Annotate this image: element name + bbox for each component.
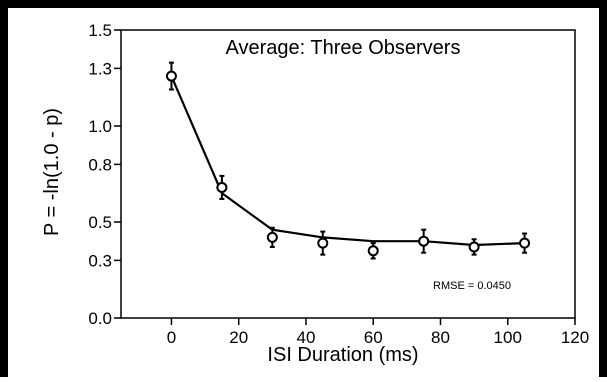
y-tick-label: 0.3	[88, 251, 112, 270]
x-axis-label: ISI Duration (ms)	[267, 344, 418, 366]
x-tick-label: 0	[167, 328, 176, 347]
frame-top	[0, 0, 607, 8]
x-tick-label: 60	[364, 328, 383, 347]
data-point	[216, 181, 228, 193]
y-tick-label: 0.5	[88, 213, 112, 232]
data-point	[317, 237, 329, 249]
y-tick-label: 0.8	[88, 155, 112, 174]
data-point	[367, 245, 379, 257]
data-point	[266, 231, 278, 243]
x-tick-label: 80	[431, 328, 450, 347]
y-tick-label: 1.3	[88, 59, 112, 78]
y-axis-label: P = -ln(1.0 - p)	[41, 108, 63, 236]
y-tick-label: 1.0	[88, 117, 112, 136]
x-tick-label: 20	[229, 328, 248, 347]
frame-right	[599, 0, 607, 377]
data-point	[418, 235, 430, 247]
fit-line	[170, 75, 525, 247]
y-tick-label: 1.5	[88, 21, 112, 40]
data-marks	[165, 61, 531, 260]
chart-title: Average: Three Observers	[226, 37, 461, 59]
data-point	[165, 70, 177, 82]
x-tick-label: 120	[561, 328, 589, 347]
data-point	[519, 237, 531, 249]
y-tick-label: 0.0	[88, 309, 112, 328]
rmse-annotation: RMSE = 0.0450	[433, 280, 511, 292]
x-tick-label: 100	[494, 328, 522, 347]
axes: 0.0 0.3 0.5 0.8 1.0 1.3 1.5 0 20 40 60 80 100 120	[88, 21, 589, 347]
x-tick-label: 40	[297, 328, 316, 347]
frame-left	[0, 0, 8, 377]
data-point	[468, 241, 480, 253]
plot-area	[120, 29, 576, 319]
